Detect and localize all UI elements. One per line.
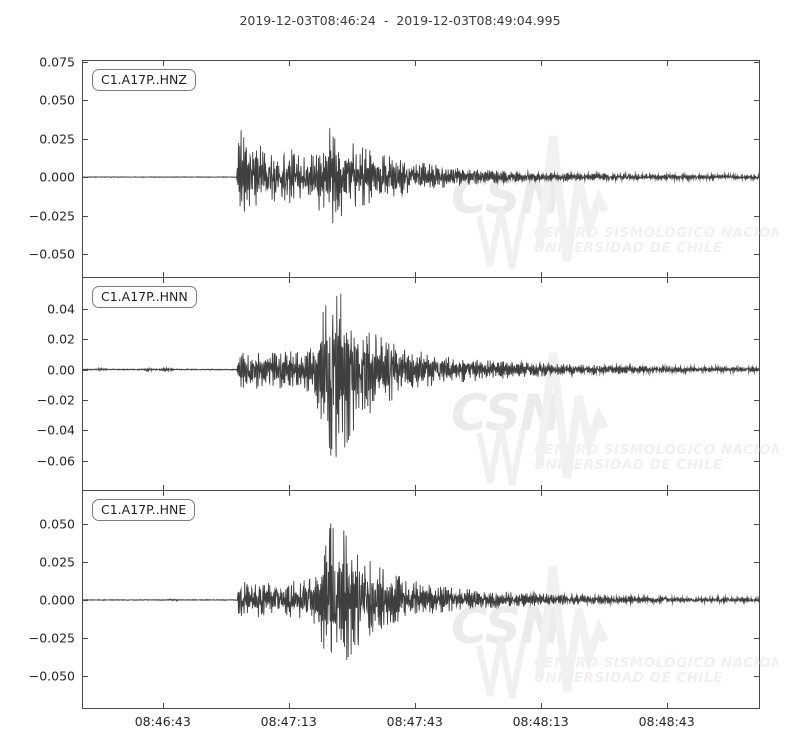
channel-label-hnn: C1.A17P..HNN	[92, 286, 197, 308]
y-tick-label: 0.050	[39, 92, 75, 108]
x-tick-label: 08:47:43	[386, 714, 443, 729]
y-tick-label: −0.050	[28, 246, 75, 262]
y-tick-label: 0.00	[47, 362, 75, 377]
y-tick-label: 0.000	[39, 592, 75, 608]
plot-title: 2019-12-03T08:46:24 - 2019-12-03T08:49:0…	[239, 13, 561, 28]
x-tick-label: 08:47:13	[260, 714, 317, 729]
x-tick-label: 08:46:43	[134, 714, 191, 729]
y-tick-label: 0.04	[47, 301, 75, 317]
x-tick-label: 08:48:43	[638, 714, 695, 729]
waveform-canvas-hnn	[83, 278, 759, 490]
y-tick-label: −0.04	[36, 422, 75, 438]
subplot-hnz: CSN CENTRO SISMOLÓGICO NACIONAL UNIVERSI…	[29, 54, 779, 277]
y-tick-label: −0.025	[28, 630, 75, 646]
y-tick-label: −0.050	[28, 668, 75, 684]
y-tick-label: 0.050	[39, 516, 75, 532]
subplot-hne: CSN CENTRO SISMOLÓGICO NACIONAL UNIVERSI…	[29, 490, 779, 729]
y-tick-label: 0.025	[39, 131, 75, 147]
channel-label-hne: C1.A17P..HNE	[92, 499, 196, 521]
y-tick-label: 0.075	[39, 54, 75, 70]
y-tick-label: −0.06	[36, 453, 75, 469]
x-tick-label: 08:48:13	[512, 714, 569, 729]
y-tick-label: 0.02	[47, 331, 75, 347]
y-tick-label: 0.000	[39, 169, 75, 185]
waveform-canvas-hnz	[83, 61, 759, 277]
y-tick-label: −0.025	[28, 208, 75, 223]
channel-label-hnz: C1.A17P..HNZ	[92, 69, 196, 91]
waveform-canvas-hne	[83, 491, 759, 708]
y-tick-label: −0.02	[36, 392, 75, 408]
y-tick-label: 0.025	[39, 554, 75, 570]
subplot-hnn: CSN CENTRO SISMOLÓGICO NACIONAL UNIVERSI…	[37, 277, 779, 490]
